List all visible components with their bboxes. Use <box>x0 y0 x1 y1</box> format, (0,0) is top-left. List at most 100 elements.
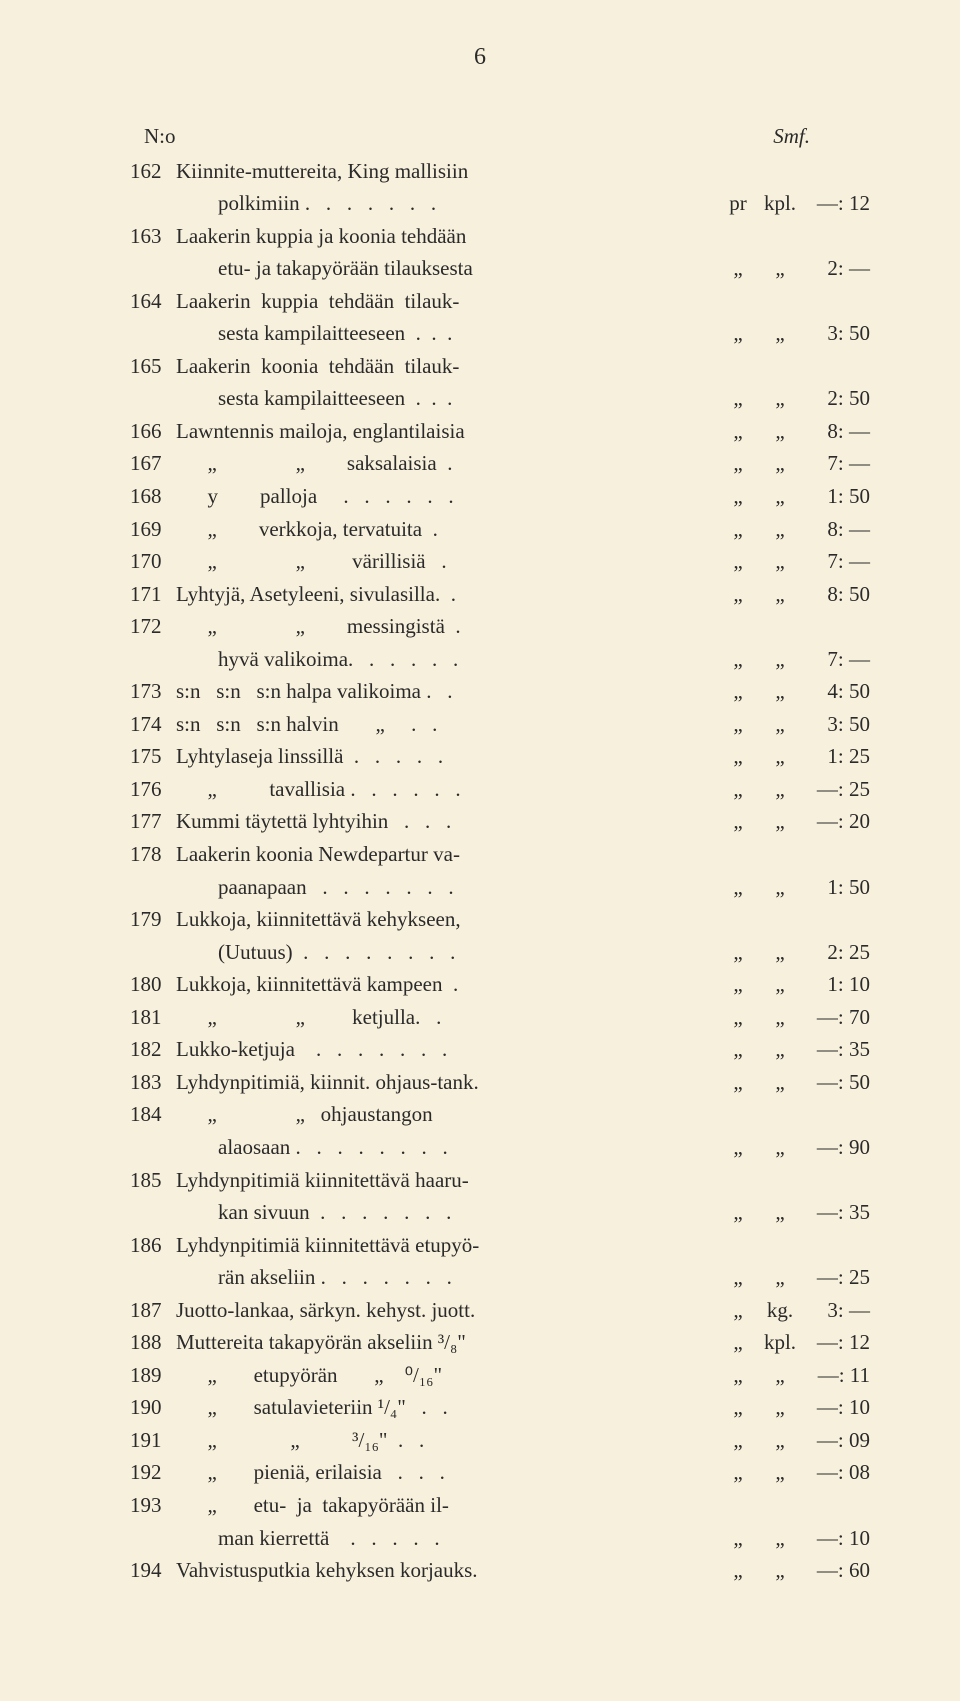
catalog-row: 194Vahvistusputkia kehyksen korjauks.„„—… <box>130 1554 870 1587</box>
item-number: 176 <box>130 773 176 806</box>
item-description: „ tavallisia . . . . . . <box>176 773 720 806</box>
catalog-row: 178Laakerin koonia Newdepartur va- <box>130 838 870 871</box>
item-price: —: 60 <box>804 1554 870 1587</box>
item-number: 165 <box>130 350 176 383</box>
unit-1: „ <box>720 1196 756 1229</box>
item-price: —: 50 <box>804 1066 870 1099</box>
unit-1: „ <box>720 1456 756 1489</box>
item-price: —: 70 <box>804 1001 870 1034</box>
item-description: sesta kampilaitteeseen . . . <box>176 317 720 350</box>
catalog-row: sesta kampilaitteeseen . . .„„2: 50 <box>130 382 870 415</box>
item-price: —: 12 <box>804 1326 870 1359</box>
column-header: N:o Smf. <box>130 120 870 153</box>
unit-2: kpl. <box>756 187 804 220</box>
unit-2: „ <box>756 415 804 448</box>
catalog-row: 181 „ „ ketjulla. .„„—: 70 <box>130 1001 870 1034</box>
item-price: —: 90 <box>804 1131 870 1164</box>
item-price: 1: 10 <box>804 968 870 1001</box>
unit-1: „ <box>720 675 756 708</box>
catalog-row: 170 „ „ värillisiä .„„7: — <box>130 545 870 578</box>
item-price: —: 25 <box>804 1261 870 1294</box>
item-number: 180 <box>130 968 176 1001</box>
item-number: 169 <box>130 513 176 546</box>
unit-2: „ <box>756 1261 804 1294</box>
item-number: 183 <box>130 1066 176 1099</box>
item-price: 7: — <box>804 447 870 480</box>
item-description: Lawntennis mailoja, englantilaisia <box>176 415 720 448</box>
item-description: paanapaan . . . . . . . <box>176 871 720 904</box>
catalog-row: etu- ja takapyörään tilauksesta„„2: — <box>130 252 870 285</box>
catalog-row: 190 „ satulavieteriin ¹/₄" . .„„—: 10 <box>130 1391 870 1424</box>
item-number: 173 <box>130 675 176 708</box>
item-description: Kiinnite-muttereita, King mallisiin <box>176 155 720 188</box>
unit-2: „ <box>756 480 804 513</box>
item-price: —: 35 <box>804 1033 870 1066</box>
item-price: 2: — <box>804 252 870 285</box>
item-number: 168 <box>130 480 176 513</box>
catalog-row: 191 „ „ ³/₁₆" . .„„—: 09 <box>130 1424 870 1457</box>
catalog-row: 184 „ „ ohjaustangon <box>130 1098 870 1131</box>
unit-1: „ <box>720 871 756 904</box>
item-number: 188 <box>130 1326 176 1359</box>
unit-2: „ <box>756 1554 804 1587</box>
catalog-row: 188Muttereita takapyörän akseliin ³/₈"„k… <box>130 1326 870 1359</box>
item-description: „ satulavieteriin ¹/₄" . . <box>176 1391 720 1424</box>
catalog-row: 189 „ etupyörän „ ⁰/₁₆"„„—: 11 <box>130 1359 870 1392</box>
catalog-row: 168 y palloja . . . . . .„„1: 50 <box>130 480 870 513</box>
unit-2: „ <box>756 1001 804 1034</box>
item-description: „ „ ³/₁₆" . . <box>176 1424 720 1457</box>
unit-1: „ <box>720 415 756 448</box>
unit-2: „ <box>756 1456 804 1489</box>
unit-2: „ <box>756 675 804 708</box>
item-price: —: 09 <box>804 1424 870 1457</box>
catalog-row: (Uutuus) . . . . . . . .„„2: 25 <box>130 936 870 969</box>
item-price: 8: — <box>804 513 870 546</box>
unit-1: „ <box>720 1391 756 1424</box>
unit-2: „ <box>756 513 804 546</box>
unit-1: „ <box>720 1424 756 1457</box>
unit-1: „ <box>720 805 756 838</box>
item-number: 164 <box>130 285 176 318</box>
catalog-row: 185Lyhdynpitimiä kiinnitettävä haaru- <box>130 1164 870 1197</box>
unit-1: „ <box>720 1033 756 1066</box>
item-price: 4: 50 <box>804 675 870 708</box>
catalog-row: sesta kampilaitteeseen . . .„„3: 50 <box>130 317 870 350</box>
unit-1: „ <box>720 382 756 415</box>
item-price: —: 12 <box>804 187 870 220</box>
item-number: 179 <box>130 903 176 936</box>
item-description: sesta kampilaitteeseen . . . <box>176 382 720 415</box>
unit-1: „ <box>720 1001 756 1034</box>
item-description: polkimiin . . . . . . . <box>176 187 720 220</box>
item-price: —: 10 <box>804 1391 870 1424</box>
item-number: 193 <box>130 1489 176 1522</box>
item-number: 163 <box>130 220 176 253</box>
unit-1: „ <box>720 545 756 578</box>
catalog-row: 182Lukko-ketjuja . . . . . . .„„—: 35 <box>130 1033 870 1066</box>
item-description: Lyhtyjä, Asetyleeni, sivulasilla. . <box>176 578 720 611</box>
item-number: 190 <box>130 1391 176 1424</box>
item-price: 3: 50 <box>804 317 870 350</box>
unit-1: „ <box>720 643 756 676</box>
unit-1: „ <box>720 1554 756 1587</box>
item-description: „ etu- ja takapyörään il- <box>176 1489 720 1522</box>
unit-2: „ <box>756 1359 804 1392</box>
unit-1: „ <box>720 773 756 806</box>
catalog-row: 186Lyhdynpitimiä kiinnitettävä etupyö- <box>130 1229 870 1262</box>
item-description: Laakerin koonia Newdepartur va- <box>176 838 720 871</box>
item-description: Kummi täytettä lyhtyihin . . . <box>176 805 720 838</box>
item-description: Laakerin koonia tehdään tilauk- <box>176 350 720 383</box>
item-description: „ „ saksalaisia . <box>176 447 720 480</box>
item-number: 194 <box>130 1554 176 1587</box>
unit-1: „ <box>720 480 756 513</box>
item-description: Lyhtylaseja linssillä . . . . . <box>176 740 720 773</box>
item-description: s:n s:n s:n halpa valikoima . . <box>176 675 720 708</box>
catalog-row: polkimiin . . . . . . .prkpl.—: 12 <box>130 187 870 220</box>
unit-1: „ <box>720 1359 756 1392</box>
unit-1: „ <box>720 447 756 480</box>
unit-2: „ <box>756 1131 804 1164</box>
item-number: 170 <box>130 545 176 578</box>
catalog-row: 177Kummi täytettä lyhtyihin . . .„„—: 20 <box>130 805 870 838</box>
item-number: 191 <box>130 1424 176 1457</box>
item-number: 166 <box>130 415 176 448</box>
item-price: 7: — <box>804 643 870 676</box>
